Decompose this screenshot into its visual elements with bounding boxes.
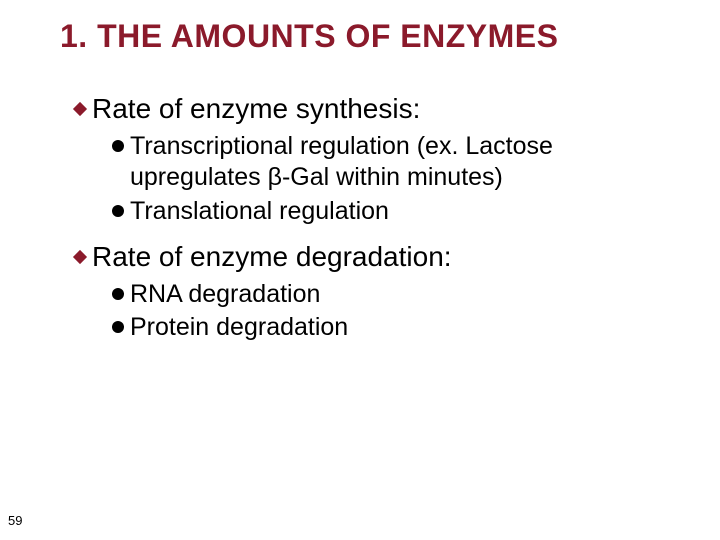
disc-bullet-icon: [112, 205, 124, 217]
section-synthesis: Rate of enzyme synthesis: Transcriptiona…: [60, 93, 680, 227]
list-item: Protein degradation: [112, 312, 680, 343]
list-item: Translational regulation: [112, 196, 680, 227]
sub-item-text: RNA degradation: [130, 279, 320, 310]
disc-bullet-icon: [112, 288, 124, 300]
section-heading: Rate of enzyme synthesis:: [92, 93, 420, 125]
list-item: RNA degradation: [112, 279, 680, 310]
sub-list: RNA degradation Protein degradation: [112, 279, 680, 344]
sub-list: Transcriptional regulation (ex. Lactose …: [112, 131, 680, 227]
list-item: Transcriptional regulation (ex. Lactose …: [112, 131, 680, 194]
diamond-bullet-icon: [70, 247, 90, 267]
section-heading: Rate of enzyme degradation:: [92, 241, 452, 273]
section-degradation: Rate of enzyme degradation: RNA degradat…: [60, 241, 680, 344]
sub-item-text: Protein degradation: [130, 312, 348, 343]
disc-bullet-icon: [112, 140, 124, 152]
slide-container: 1. THE AMOUNTS OF ENZYMES Rate of enzyme…: [0, 0, 720, 343]
diamond-bullet-icon: [70, 99, 90, 119]
heading-row: Rate of enzyme synthesis:: [70, 93, 680, 125]
sub-item-text: Translational regulation: [130, 196, 389, 227]
page-number: 59: [8, 513, 22, 528]
sub-item-text: Transcriptional regulation (ex. Lactose …: [130, 131, 650, 194]
disc-bullet-icon: [112, 321, 124, 333]
heading-row: Rate of enzyme degradation:: [70, 241, 680, 273]
slide-title: 1. THE AMOUNTS OF ENZYMES: [60, 18, 680, 55]
